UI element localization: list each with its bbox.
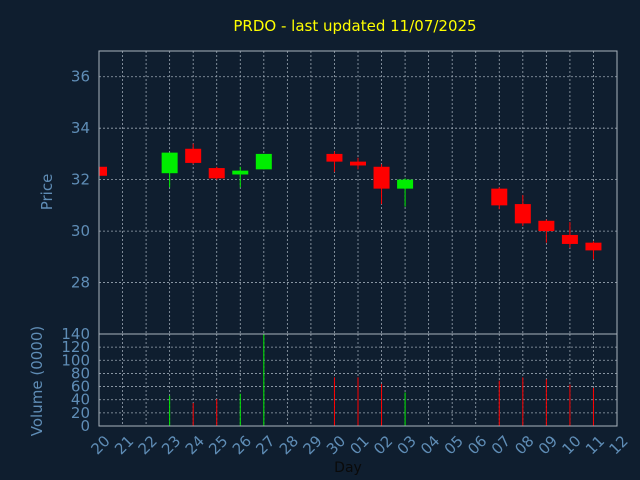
x-tick-label: 01	[347, 432, 373, 458]
price-grid	[99, 51, 617, 334]
x-tick-label: 26	[229, 432, 255, 458]
price-axis-label: Price	[38, 174, 56, 211]
x-tick-label: 09	[535, 432, 561, 458]
candle-body	[161, 152, 178, 174]
x-tick-label: 10	[558, 432, 584, 458]
volume-tick-label: 20	[71, 404, 90, 422]
candle-body	[514, 204, 531, 224]
volume-tick-label: 40	[71, 391, 90, 409]
volume-tick-label: 100	[61, 351, 90, 369]
candle-body	[99, 166, 107, 176]
x-axis-label: Day	[334, 460, 362, 476]
x-axis-ticks: 2021222324252627282930010203040506070809…	[88, 432, 632, 458]
candle-body	[232, 170, 249, 175]
candle-body	[255, 153, 272, 170]
price-tick-label: 32	[71, 171, 90, 189]
price-y-ticks: 28 30 32 34 36	[71, 68, 90, 292]
candle-body	[208, 168, 225, 179]
candle-body	[538, 220, 555, 232]
x-tick-label: 20	[88, 432, 114, 458]
candle-body	[491, 188, 508, 206]
x-tick-label: 25	[205, 432, 231, 458]
price-tick-label: 28	[71, 274, 90, 292]
volume-tick-label: 0	[80, 417, 90, 435]
volume-tick-label: 120	[61, 338, 90, 356]
candle-body	[350, 161, 366, 166]
x-tick-label: 27	[252, 432, 278, 458]
candle-body	[185, 148, 202, 163]
candle-body	[561, 234, 578, 244]
x-tick-label: 06	[464, 432, 490, 458]
x-tick-label: 21	[111, 432, 137, 458]
chart-title: PRDO - last updated 11/07/2025	[233, 17, 476, 35]
x-tick-label: 08	[511, 432, 537, 458]
x-tick-label: 05	[441, 432, 467, 458]
price-tick-label: 36	[71, 68, 90, 86]
x-tick-label: 12	[606, 432, 632, 458]
x-tick-label: 02	[370, 432, 396, 458]
volume-bars	[169, 334, 594, 426]
candle-body	[585, 242, 602, 251]
x-tick-label: 28	[276, 432, 302, 458]
price-panel: 28 30 32 34 36 Price	[38, 50, 618, 335]
x-tick-label: 30	[323, 432, 349, 458]
volume-panel-frame	[98, 333, 618, 427]
x-tick-label: 22	[135, 432, 161, 458]
candle-body	[373, 166, 390, 189]
x-tick-label: 11	[582, 432, 608, 458]
x-tick-label: 03	[394, 432, 420, 458]
candle-body	[326, 153, 343, 162]
x-tick-label: 29	[299, 432, 325, 458]
candle-body	[397, 179, 414, 189]
volume-tick-label: 140	[61, 325, 90, 343]
x-tick-label: 04	[417, 432, 443, 458]
volume-tick-label: 60	[71, 378, 90, 396]
x-tick-label: 24	[182, 432, 208, 458]
price-tick-label: 34	[71, 119, 90, 137]
x-tick-label: 07	[488, 432, 514, 458]
x-tick-label: 23	[158, 432, 184, 458]
candlesticks	[98, 143, 602, 260]
price-tick-label: 30	[71, 222, 90, 240]
volume-axis-label: Volume (0000)	[28, 326, 46, 436]
volume-tick-label: 80	[71, 364, 90, 382]
